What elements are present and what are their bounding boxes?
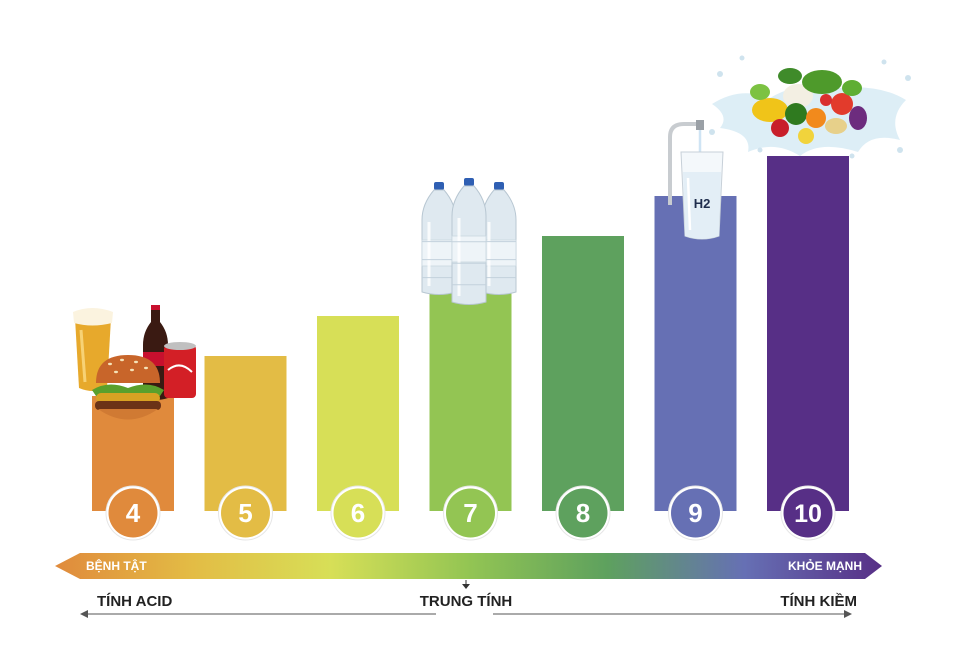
bar-ph-8 bbox=[542, 236, 624, 511]
badge-fill-5 bbox=[221, 488, 270, 538]
value-badges-group: 4 5 6 7 8 9 10 bbox=[105, 485, 836, 541]
badge-fill-8 bbox=[558, 488, 608, 538]
bar-ph-5 bbox=[204, 356, 287, 511]
badge-fill-4 bbox=[108, 488, 158, 538]
scale-arrow-shape bbox=[55, 553, 882, 579]
acid-direction-arrow bbox=[80, 610, 436, 618]
bar-ph-7 bbox=[429, 276, 512, 511]
scale-right-label: KHỎE MẠNH bbox=[788, 558, 862, 573]
water-bottles-icon bbox=[421, 178, 517, 305]
zone-alkaline-label: TÍNH KIỀM bbox=[780, 593, 857, 610]
bar-ph-9 bbox=[654, 196, 737, 511]
vegetables-icon bbox=[709, 55, 911, 159]
bar-label-10: 10 bbox=[794, 500, 822, 528]
bar-label-9: 9 bbox=[688, 498, 702, 528]
badge-fill-10 bbox=[783, 488, 833, 538]
junk-food-icon bbox=[73, 305, 196, 420]
illustrations-group: H2 bbox=[73, 55, 911, 420]
bar-label-7: 7 bbox=[463, 498, 477, 528]
zone-acid-label: TÍNH ACID bbox=[97, 593, 172, 610]
scale-left-label: BỆNH TẬT bbox=[86, 558, 147, 573]
alkaline-direction-arrow bbox=[493, 610, 852, 618]
bars-group bbox=[92, 156, 849, 511]
water-glass-icon: H2 bbox=[668, 120, 724, 240]
scale-arrow: BỆNH TẬT KHỎE MẠNH bbox=[55, 553, 882, 579]
glass-h2-label: H2 bbox=[694, 196, 711, 211]
bar-label-8: 8 bbox=[576, 498, 590, 528]
badge-fill-9 bbox=[671, 488, 720, 538]
zone-neutral-label: TRUNG TÍNH bbox=[420, 593, 513, 610]
bar-ph-6 bbox=[317, 316, 399, 511]
bar-label-4: 4 bbox=[126, 498, 141, 528]
badge-fill-7 bbox=[446, 488, 495, 538]
center-marker bbox=[462, 580, 470, 589]
bar-label-6: 6 bbox=[351, 498, 365, 528]
badge-fill-6 bbox=[333, 488, 383, 538]
bar-ph-10 bbox=[767, 156, 849, 511]
bar-label-5: 5 bbox=[238, 498, 252, 528]
